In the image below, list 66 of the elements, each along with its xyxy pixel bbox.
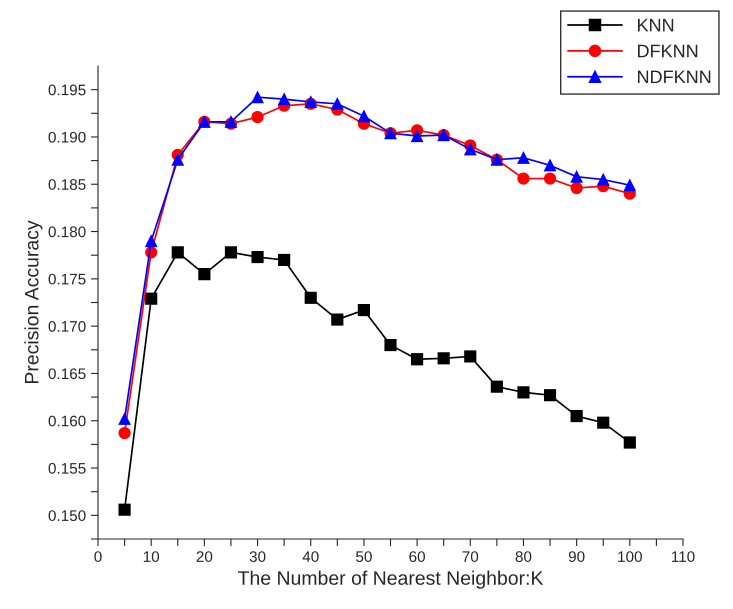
x-tick-label: 20 [196,551,212,562]
y-tick-label: 0.170 [48,321,86,332]
point [331,313,344,326]
y-tick-label: 0.150 [48,510,86,522]
legend-label: KNN [638,18,674,32]
point [464,350,476,362]
point [251,111,264,124]
y-tick-label: 0.190 [48,132,86,143]
point [278,254,290,266]
point [464,143,476,156]
y-tick-label: 0.195 [48,84,86,96]
point [544,389,556,402]
x-tick-label: 70 [462,551,478,562]
point [570,410,583,422]
point [358,110,370,122]
y-tick-label: 0.185 [48,179,86,190]
point [145,234,158,248]
point [118,426,131,440]
point [411,130,424,142]
point [145,292,158,305]
point [597,416,610,429]
point [358,304,370,316]
point [411,353,424,366]
point [278,93,290,106]
point [624,179,636,192]
point [438,352,450,364]
legend-label: DFKNN [638,44,698,58]
x-tick-label: 40 [302,551,319,562]
y-tick-label: 0.165 [48,368,86,380]
x-tick-label: 0 [94,551,102,562]
point [118,504,131,516]
point [624,436,636,449]
point [251,251,264,264]
point [384,338,397,352]
point [198,268,210,280]
point [570,170,583,183]
y-tick-label: 0.175 [48,274,86,285]
point [544,159,556,172]
legend-label: NDFKNN [638,70,710,84]
point [172,154,184,166]
x-tick-label: 80 [516,551,532,562]
point [490,380,503,393]
point [118,412,131,425]
x-tick-label: 50 [356,551,372,562]
y-tick-label: 0.180 [48,226,86,238]
point [251,91,264,104]
point [517,172,530,185]
x-tick-label: 60 [409,551,425,562]
point [331,98,344,110]
point [224,246,238,258]
point [304,292,317,304]
point [544,172,556,185]
x-tick-label: 100 [618,551,642,562]
point [172,246,184,258]
point [570,182,583,194]
point [517,386,530,398]
x-tick-label: 30 [250,551,266,562]
x-tick-label: 10 [144,551,160,562]
x-tick-label: 90 [568,551,585,562]
y-axis-title: Precision Accuracy [24,220,42,384]
x-tick-label: 110 [672,551,695,562]
y-tick-label: 0.160 [48,416,86,426]
point [517,152,530,164]
x-axis-title: The Number of Nearest Neighbor:K [238,570,544,589]
y-tick-label: 0.155 [48,462,86,474]
point [597,173,610,186]
